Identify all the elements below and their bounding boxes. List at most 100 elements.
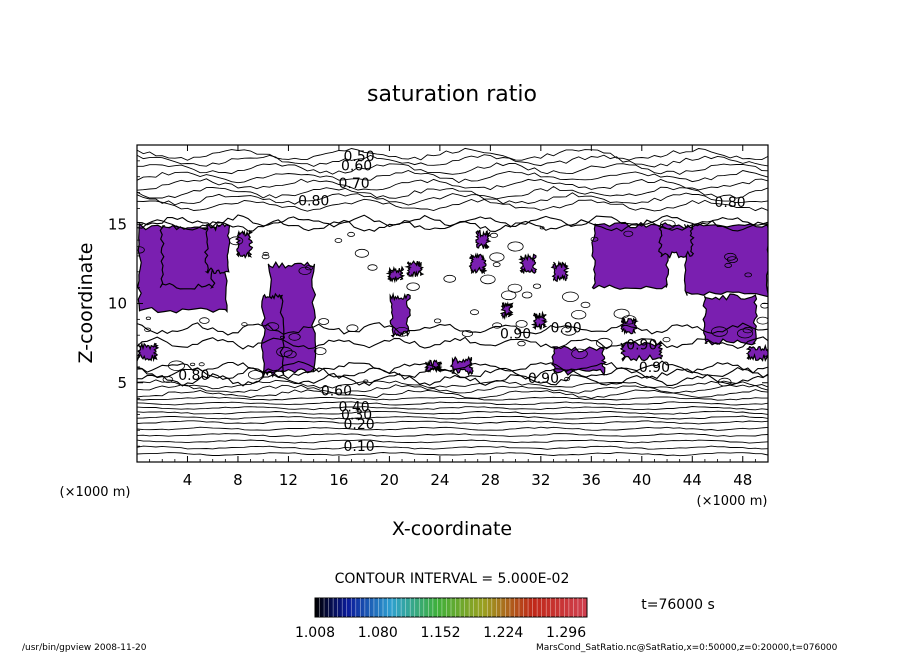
contour-line: [137, 396, 768, 401]
contour-curl: [469, 309, 479, 316]
supersaturated-region: [550, 260, 570, 283]
x-tick-label: 48: [733, 471, 752, 489]
contour-line: [137, 198, 768, 212]
x-tick-label: 44: [683, 471, 702, 489]
contour-line: [137, 401, 768, 406]
contour-curl: [229, 236, 244, 246]
contour-curl: [662, 336, 671, 343]
contour-line: [137, 147, 768, 161]
supersaturated-regions: [137, 221, 768, 379]
contour-curl: [539, 226, 545, 230]
contour-curl: [571, 310, 587, 320]
contour-curl: [241, 322, 248, 327]
contour-curl: [515, 320, 528, 328]
y-tick-label: 5: [117, 374, 127, 392]
x-tick-label: 32: [531, 471, 550, 489]
contour-label: 0.10: [344, 439, 375, 455]
contour-label: 0.90: [551, 320, 582, 336]
supersaturated-region: [745, 343, 768, 362]
supersaturated-region: [449, 355, 474, 377]
colorbar-stripes: [319, 598, 583, 617]
contour-label: 0.80: [178, 368, 209, 384]
x-tick-label: 16: [329, 471, 348, 489]
x-tick-label: 4: [183, 471, 193, 489]
supersaturated-region: [591, 221, 670, 290]
contour-curl: [298, 266, 312, 275]
contour-curl: [199, 317, 210, 324]
contour-curl: [137, 246, 145, 254]
contour-curl: [590, 236, 599, 242]
contour-label: 0.60: [321, 384, 352, 400]
contour-curl: [288, 333, 301, 341]
contour-curl: [489, 232, 498, 238]
footer-left: /usr/bin/gpview 2008-11-20: [22, 643, 147, 653]
contour-label: 0.80: [298, 194, 329, 210]
x-tick-label: 40: [632, 471, 651, 489]
contour-label: 0.80: [715, 195, 746, 211]
supersaturated-region: [475, 229, 492, 249]
supersaturated-region: [499, 301, 514, 321]
chart-title: saturation ratio: [367, 82, 537, 107]
contour-line: [137, 336, 768, 350]
contour-label: 0.90: [528, 371, 559, 387]
contour-curl: [305, 265, 314, 271]
colorbar-tick-label: 1.296: [546, 625, 586, 641]
contour-curl: [571, 348, 588, 360]
contour-curl: [711, 326, 728, 337]
contour-line: [137, 162, 768, 175]
contour-curl: [334, 238, 343, 243]
x-tick-label: 28: [481, 471, 500, 489]
contour-line: [137, 406, 768, 411]
contour-curl: [724, 262, 732, 268]
contour-label: 0.90: [639, 360, 670, 376]
supersaturated-region: [385, 265, 406, 284]
plot-area: 0.500.600.700.80 0.800.800.900.900.900.90…: [136, 144, 769, 463]
contour-curl: [314, 347, 327, 356]
contour-line: [137, 384, 768, 394]
supersaturated-region: [530, 310, 548, 330]
x-tick-label: 8: [233, 471, 243, 489]
contour-line: [137, 322, 768, 336]
contour-line: [137, 366, 768, 380]
supersaturated-region: [260, 292, 285, 379]
contour-curl: [623, 230, 634, 237]
x-axis-ticks: 4 8 12 16 20 24 28 32 36 40 44 48: [149, 145, 756, 489]
contour-curl: [190, 362, 196, 367]
colorbar-tick-label: 1.224: [483, 625, 523, 641]
time-text: t=76000 s: [641, 597, 715, 613]
contour-label: 0.50: [344, 149, 375, 165]
y-axis-label: Z-coordinate: [75, 243, 97, 364]
contour-curl: [492, 322, 503, 329]
contour-curl: [521, 291, 533, 299]
contour-curl: [507, 241, 524, 252]
contour-curl: [347, 231, 356, 237]
contour-curl: [265, 322, 280, 331]
contour-curl: [145, 316, 151, 320]
contour-curl: [276, 346, 293, 357]
contour-line: [137, 185, 768, 200]
contour-curl: [492, 262, 501, 268]
contour-curl: [262, 251, 269, 256]
contour-curl: [507, 283, 523, 293]
contour-curl: [595, 337, 613, 349]
contour-curl: [621, 315, 637, 325]
contour-curl: [144, 327, 152, 332]
contour-label: 0.90: [626, 338, 657, 354]
supersaturated-region: [389, 292, 411, 338]
supersaturated-region: [619, 340, 664, 362]
contour-curl: [367, 264, 378, 271]
contour-curl: [248, 370, 264, 380]
contour-line: [137, 426, 768, 431]
contour-curl: [406, 282, 420, 291]
contour-line: [137, 178, 768, 191]
contour-line: [137, 439, 768, 444]
contour-curl: [724, 252, 737, 261]
contour-curl: [564, 376, 571, 381]
contour-curl: [261, 254, 270, 260]
contour-curl: [742, 326, 753, 334]
contour-curl: [517, 340, 526, 347]
contour-label: 0.60: [341, 159, 372, 175]
contour-curl: [461, 329, 473, 337]
contour-curl: [279, 335, 285, 339]
y-tick-label: 10: [108, 295, 127, 313]
